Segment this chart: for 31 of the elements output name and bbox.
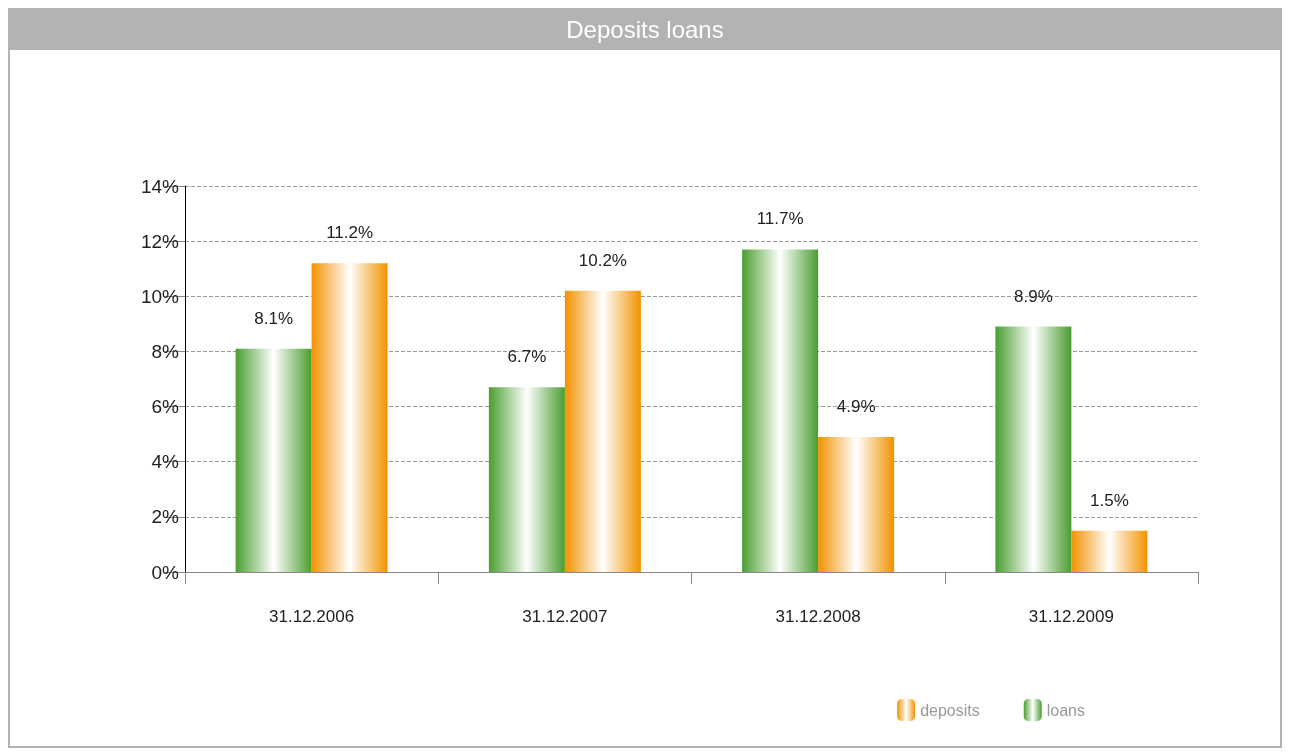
bar [818,436,895,572]
data-label: 8.1% [254,308,293,328]
legend-label: loans [1046,701,1085,719]
bar [1071,530,1148,572]
y-tick-label: 10% [140,285,180,307]
y-tick-label: 0% [151,561,180,583]
bar [235,348,312,572]
bar [742,249,819,572]
data-label: 11.2% [326,223,374,243]
x-tick-label: 31.12.2007 [522,607,608,626]
x-tick-label: 31.12.2008 [775,607,861,626]
data-label: 1.5% [1090,490,1129,510]
y-tick-label: 8% [151,340,180,362]
bar [488,387,565,572]
data-label: 11.7% [756,209,804,229]
y-tick-label: 14% [140,175,180,197]
legend-label: deposits [920,701,980,719]
data-label: 6.7% [507,347,547,367]
data-label: 8.9% [1014,286,1053,306]
y-tick-label: 4% [151,451,180,473]
bar [995,326,1072,572]
data-label: 10.2% [578,250,627,270]
data-label: 4.9% [836,396,876,416]
bar [564,290,641,572]
chart-title: Deposits loans [10,10,1280,50]
y-tick-label: 12% [140,230,180,252]
x-tick-label: 31.12.2006 [269,607,355,626]
y-tick-label: 6% [151,396,180,418]
y-tick-label: 2% [151,506,180,528]
x-tick-label: 31.12.2009 [1028,607,1114,626]
bar [311,263,388,572]
